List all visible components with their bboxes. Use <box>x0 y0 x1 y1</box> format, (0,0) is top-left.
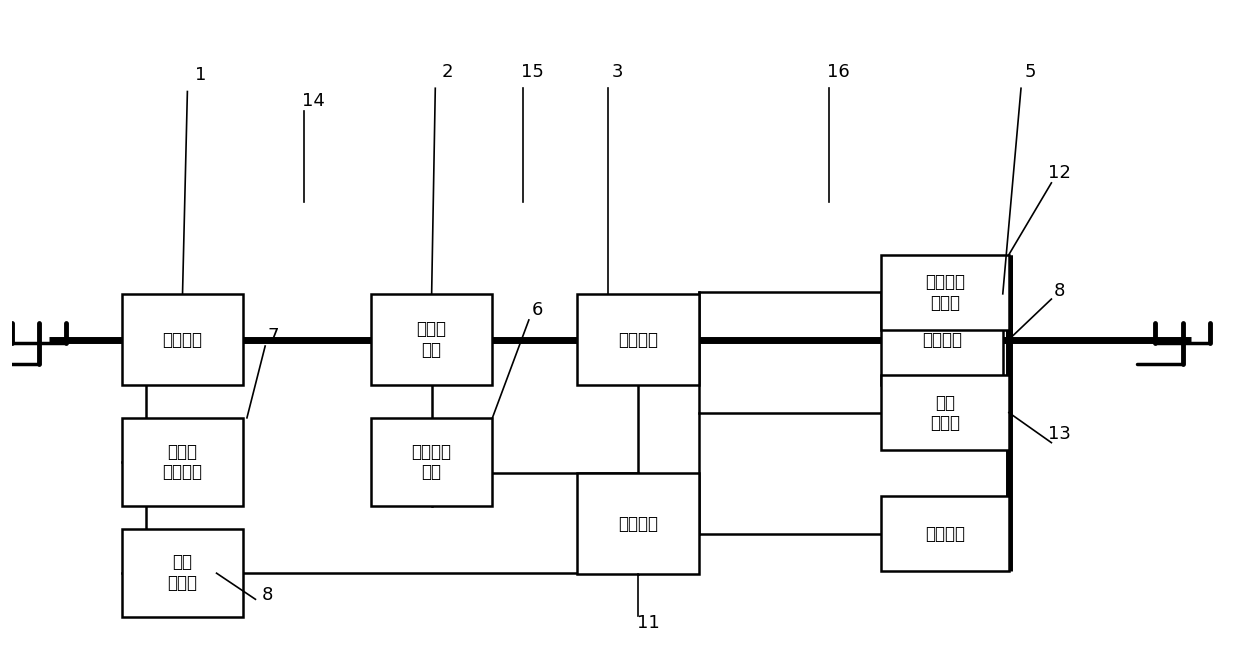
Bar <box>578 294 699 385</box>
Text: 采血单元: 采血单元 <box>162 330 202 348</box>
Text: 11: 11 <box>636 615 660 633</box>
Bar <box>882 254 1009 330</box>
Bar <box>882 294 1003 385</box>
Text: 3: 3 <box>611 63 624 81</box>
Text: 14: 14 <box>303 93 325 111</box>
Text: 成分检测
装置: 成分检测 装置 <box>412 442 451 482</box>
Text: 8: 8 <box>1054 282 1065 300</box>
Text: 15: 15 <box>521 63 544 81</box>
Text: 2: 2 <box>441 63 453 81</box>
Text: 7: 7 <box>268 327 279 345</box>
Bar <box>882 496 1009 571</box>
Text: 压力
传感器: 压力 传感器 <box>930 394 960 432</box>
Bar <box>122 529 243 617</box>
Text: 1: 1 <box>195 66 206 84</box>
Bar <box>371 294 492 385</box>
Bar <box>371 418 492 506</box>
Text: 压力
传感器: 压力 传感器 <box>167 553 197 592</box>
Text: 控制单元: 控制单元 <box>619 515 658 533</box>
Text: 初分离
单元: 初分离 单元 <box>417 320 446 359</box>
Text: 回输单元: 回输单元 <box>923 330 962 348</box>
Text: 6: 6 <box>532 301 543 319</box>
Text: 存储单元: 存储单元 <box>619 330 658 348</box>
Bar <box>122 294 243 385</box>
Text: 补液单元: 补液单元 <box>925 525 965 543</box>
Text: 5: 5 <box>1025 63 1037 81</box>
Text: 13: 13 <box>1049 425 1071 443</box>
Text: 超声气泡
传感器: 超声气泡 传感器 <box>925 273 965 312</box>
Text: 8: 8 <box>262 586 273 604</box>
Bar <box>122 418 243 506</box>
Bar <box>882 376 1009 450</box>
Bar <box>578 474 699 575</box>
Text: 16: 16 <box>827 63 851 81</box>
Text: 12: 12 <box>1049 164 1071 182</box>
Text: 抗凝剂
添加装置: 抗凝剂 添加装置 <box>162 442 202 482</box>
